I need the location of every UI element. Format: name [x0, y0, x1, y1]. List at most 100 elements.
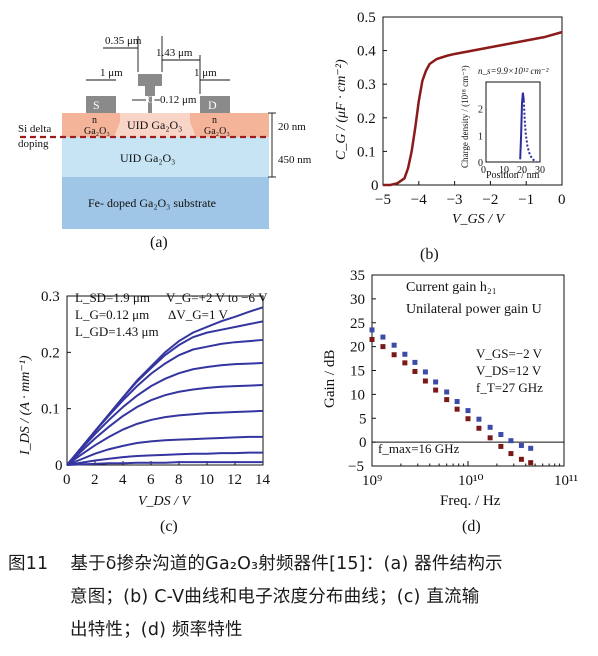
u-marker [498, 443, 504, 449]
panel-c-output-chart: 0 2 4 6 8 10 12 14 0 0.1 0.2 0.3 L_SD=1.9 μm L_G=0.12… [18, 289, 271, 535]
u-marker [444, 397, 450, 403]
h21-marker [498, 431, 504, 437]
uid-bottom-label: UID Ga₂O₃ [120, 151, 175, 165]
d-ytick-label: 25 [350, 316, 365, 332]
u-marker [412, 368, 418, 374]
d-ylabel: Gain / dB [322, 350, 338, 408]
u-marker [422, 378, 428, 384]
dim-gate-length: 0.12 μm [160, 94, 197, 106]
c-ids-curve [66, 435, 263, 466]
h21-marker [380, 334, 386, 340]
u-marker [518, 456, 524, 462]
u-marker [380, 344, 386, 350]
d-ytick-label: 15 [350, 364, 365, 380]
b-xlabel: V_GS / V [452, 212, 506, 227]
c-ids-curve [66, 409, 264, 466]
c-ids-curve [66, 384, 264, 466]
c-legend-lgd: L_GD=1.43 μm [75, 324, 159, 339]
inset-density-tail [522, 100, 537, 163]
c-xtick-label: 14 [255, 472, 271, 488]
panel-a-device-schematic: 0.35 μm 1.43 μm 1 μm 1 μm 0.12 μm S G D … [18, 35, 312, 251]
panel-d-label: (d) [462, 518, 481, 535]
u-marker [454, 406, 460, 412]
c-ytick-label: 0.1 [41, 402, 60, 418]
c-ids-curve [66, 461, 263, 466]
panel-a-label: (a) [150, 234, 168, 251]
u-marker [528, 460, 534, 466]
inset-xlabel: Position / nm [486, 170, 540, 181]
d-ytick-label: 10 [350, 387, 365, 403]
h21-marker [412, 359, 418, 365]
c-xtick-label: 6 [147, 472, 155, 488]
c-ids-curve [66, 338, 264, 466]
panel-d-gain-chart: −5 0 5 10 15 20 25 30 35 10⁹ 10¹⁰ 10¹¹ Current gain … [322, 268, 578, 535]
n-region-right [190, 113, 269, 137]
caption-number: 图11 [8, 554, 49, 574]
inset-ytick-label: 0 [478, 158, 483, 169]
drain-label: D [208, 98, 217, 112]
h21-marker [508, 438, 514, 444]
si-delta-label: Si delta [18, 123, 51, 135]
c-xtick-label: 4 [119, 472, 127, 488]
b-ytick-label: 0.2 [357, 111, 376, 127]
b-ytick-label: 0.3 [357, 77, 376, 93]
c-ytick-label: 0.2 [41, 345, 60, 361]
inset-xtick-label: 10 [499, 165, 509, 176]
panel-b-cv-chart: −5 −4 −3 −2 −1 000.10.20.30.40.5C_G / (μF · c… [334, 10, 566, 263]
c-ids-curve [66, 451, 263, 466]
drain-contact [200, 96, 230, 113]
b-ytick-label: 0 [371, 178, 379, 194]
d-ytick-label: 30 [350, 292, 365, 308]
b-xtick-label: −4 [411, 192, 427, 208]
u-marker [476, 425, 482, 431]
n-left-label: n [92, 115, 97, 126]
d-xtick-label: 10¹⁰ [458, 473, 484, 489]
h21-marker [422, 369, 428, 375]
c-xtick-label: 12 [227, 472, 242, 488]
d-ytick-label: 5 [359, 411, 367, 427]
dim-drain-width: 1 μm [194, 67, 217, 79]
caption-line2: 意图；(b) C-V曲线和电子浓度分布曲线；(c) 直流输 [70, 587, 480, 607]
c-legend-lg: L_G=0.12 μm [75, 307, 149, 322]
u-marker [391, 352, 397, 358]
substrate-layer [62, 177, 269, 229]
c-legend-lsd: L_SD=1.9 μm [75, 290, 150, 305]
n-left-sub: Ga₂O₃ [84, 126, 110, 137]
b-xtick-label: 0 [558, 192, 566, 208]
substrate-label: Fe- doped Ga₂O₃ substrate [88, 196, 216, 210]
d-xtick-label: 10⁹ [362, 473, 382, 489]
figure-canvas: 0.35 μm 1.43 μm 1 μm 1 μm 0.12 μm S G D … [18, 10, 578, 535]
caption-line1: 基于δ掺杂沟道的Ga₂O₃射频器件[15]：(a) 器件结构示 [70, 554, 503, 574]
doping-label: doping [18, 138, 49, 150]
inset-ytick-label: 2 [478, 105, 483, 116]
d-ytick-label: 20 [350, 340, 365, 356]
d-xtick-label: 10¹¹ [554, 473, 578, 489]
d-fmax-annotation: f_max=16 GHz [378, 441, 460, 456]
h21-marker [528, 445, 534, 451]
b-xtick-label: −2 [482, 192, 498, 208]
figure-caption: 图11 基于δ掺杂沟道的Ga₂O₃射频器件[15]：(a) 器件结构示 意图；(b… [8, 548, 588, 647]
panel-b-label: (b) [420, 246, 439, 263]
c-xtick-label: 0 [63, 472, 71, 488]
b-ytick-label: 0.1 [357, 144, 376, 160]
h21-marker [465, 408, 471, 414]
b-xtick-label: −1 [518, 192, 534, 208]
d-xlabel: Freq. / Hz [440, 493, 501, 509]
u-marker [433, 387, 439, 393]
b-ytick-label: 0.5 [357, 10, 376, 26]
inset-xtick-label: 20 [517, 165, 527, 176]
c-ids-curve [66, 362, 264, 466]
b-xtick-label: −5 [375, 192, 391, 208]
h21-marker [487, 424, 493, 430]
d-cond-vds: V_DS=12 V [476, 363, 542, 378]
dim-gate-drain: 1.43 μm [156, 47, 193, 59]
u-marker [508, 451, 514, 457]
dim-source-width: 1 μm [100, 67, 123, 79]
uid-top-label: UID Ga₂O₃ [127, 118, 182, 132]
c-legend-vg: V_G=+2 V to −6 V [166, 290, 268, 305]
h21-marker [454, 399, 460, 405]
h21-marker [391, 342, 397, 348]
gate-label: G [147, 94, 155, 106]
h21-marker [433, 379, 439, 385]
inset-xtick-label: 0 [481, 165, 486, 176]
